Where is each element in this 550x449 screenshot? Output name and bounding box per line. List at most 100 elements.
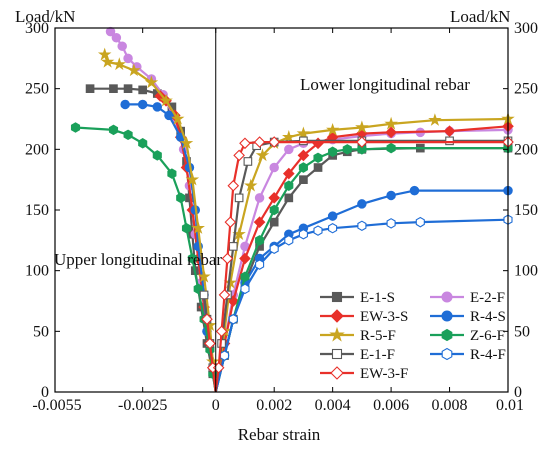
- data-point-ew-3-s: [443, 125, 456, 137]
- y-tick-label-left: 50: [33, 323, 49, 340]
- series-layer: [70, 26, 515, 393]
- data-point-e-1-s: [85, 84, 95, 93]
- legend-marker: [441, 347, 453, 361]
- data-point-r-5-f: [326, 122, 340, 136]
- legend-label: E-1-F: [360, 347, 395, 363]
- x-tick-label: 0.008: [432, 397, 468, 414]
- data-point-r-5-f: [127, 63, 141, 77]
- y-tick-label-left: 300: [25, 20, 49, 37]
- y-tick-label-right: 100: [514, 263, 538, 280]
- data-point-r-4-f: [269, 243, 279, 255]
- data-point-ew-3-f: [227, 179, 240, 192]
- data-point-r-4-f: [255, 259, 265, 270]
- data-point-r-5-f: [112, 57, 127, 71]
- data-point-ew-3-f: [253, 136, 266, 148]
- data-point-e-1-s: [313, 163, 323, 172]
- data-point-ew-3-s: [239, 252, 251, 265]
- data-point-e-1-s: [269, 217, 279, 227]
- data-point-r-5-f: [179, 136, 194, 149]
- data-point-z-6-f: [313, 152, 323, 164]
- data-point-e-2-f: [123, 53, 133, 64]
- data-point-e-2-f: [284, 144, 294, 155]
- y-tick-label-right: 0: [514, 384, 522, 401]
- legend-label: EW-3-F: [360, 366, 408, 382]
- data-point-z-6-f: [108, 124, 119, 136]
- series-ew-3-f: [201, 136, 514, 393]
- x-tick-label: 0.004: [315, 397, 351, 414]
- data-point-r-4-s: [409, 185, 420, 196]
- data-point-ew-3-f: [233, 149, 245, 162]
- data-point-ew-3-f: [221, 252, 234, 265]
- legend-marker: [441, 291, 453, 303]
- data-point-z-6-f: [357, 144, 367, 155]
- x-tick-label: 0.006: [373, 397, 409, 414]
- data-point-r-4-f: [357, 220, 367, 232]
- data-point-r-4-f: [328, 222, 338, 234]
- legend-label: R-4-S: [470, 309, 506, 325]
- data-point-r-4-s: [137, 99, 148, 110]
- data-point-e-1-f: [228, 242, 238, 251]
- data-point-e-1-s: [138, 85, 148, 95]
- legend-marker: [331, 348, 343, 360]
- data-point-z-6-f: [176, 192, 186, 204]
- data-point-e-2-f: [111, 32, 122, 43]
- legend-marker: [331, 291, 343, 303]
- data-point-r-5-f: [282, 130, 296, 143]
- legend-marker: [330, 366, 344, 380]
- data-point-z-6-f: [298, 162, 308, 173]
- data-point-ew-3-f: [224, 216, 237, 228]
- data-point-z-6-f: [240, 271, 250, 283]
- annotation-upper-rebar: Upper longitudinal rebar: [54, 250, 222, 269]
- data-point-r-4-s: [386, 190, 396, 201]
- legend-marker: [329, 326, 345, 342]
- data-point-ew-3-f: [215, 325, 228, 338]
- legend-marker: [330, 309, 344, 323]
- data-point-r-5-f: [296, 126, 311, 140]
- y-tick-label-left: 250: [25, 81, 49, 98]
- data-point-r-4-f: [284, 235, 294, 246]
- data-point-e-1-f: [199, 290, 209, 300]
- data-point-z-6-f: [123, 129, 133, 141]
- data-point-r-4-s: [357, 199, 367, 209]
- legend-marker: [441, 310, 453, 322]
- x-tick-label: 0.002: [256, 397, 292, 414]
- data-point-r-4-f: [240, 283, 250, 295]
- axes: -0.0055 -0.0025 0 0.002 0.004 0.006 0.008 0.010…: [25, 20, 538, 414]
- data-point-e-1-f: [299, 136, 308, 146]
- data-point-r-5-f: [100, 54, 115, 68]
- data-point-z-6-f: [284, 180, 294, 192]
- data-point-r-5-f: [255, 148, 270, 162]
- data-point-e-1-f: [234, 193, 244, 203]
- data-point-ew-3-f: [218, 289, 231, 301]
- legend-label: E-1-S: [360, 290, 395, 306]
- data-point-z-6-f: [255, 235, 265, 246]
- legend-label: EW-3-S: [360, 309, 408, 325]
- data-point-e-2-f: [105, 26, 116, 37]
- y-tick-label-right: 50: [514, 323, 530, 340]
- legend-item-r-4-f: R-4-F: [430, 347, 506, 363]
- y-tick-label-left: 200: [25, 141, 49, 158]
- data-point-e-1-f: [243, 157, 253, 166]
- legend-item-e-1-s: E-1-S: [320, 290, 395, 306]
- data-point-r-4-f: [415, 216, 425, 228]
- data-point-r-4-s: [327, 211, 338, 221]
- data-point-z-6-f: [181, 222, 192, 234]
- data-point-z-6-f: [187, 253, 197, 264]
- legend-item-ew-3-f: EW-3-F: [320, 366, 408, 382]
- data-point-ew-3-s: [385, 126, 397, 139]
- data-point-e-1-s: [299, 175, 308, 184]
- legend-item-r-5-f: R-5-F: [320, 326, 396, 344]
- data-point-r-5-f: [355, 120, 369, 134]
- data-point-r-4-f: [313, 225, 323, 236]
- data-point-e-1-s: [284, 193, 294, 203]
- data-point-z-6-f: [167, 168, 177, 179]
- y-tick-label-left: 150: [25, 202, 49, 219]
- data-point-r-4-s: [120, 99, 130, 110]
- data-point-ew-3-s: [253, 216, 266, 228]
- x-tick-label: 0.01: [496, 397, 524, 414]
- series-line-ew-3-f-upper: [205, 319, 217, 393]
- data-point-ew-3-s: [154, 90, 167, 102]
- data-point-r-5-f: [197, 269, 211, 283]
- data-point-r-4-f: [386, 218, 396, 229]
- data-point-r-5-f: [384, 116, 398, 130]
